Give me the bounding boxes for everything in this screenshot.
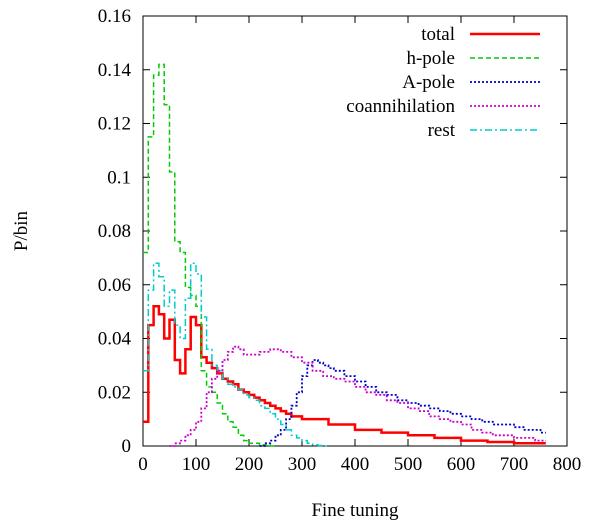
x-tick-label-2: 200	[235, 454, 264, 475]
y-tick-label-4: 0.08	[98, 221, 131, 242]
series-coannihilation-line	[169, 345, 546, 447]
legend-label-h-pole: h-pole	[406, 48, 455, 69]
x-tick-label-7: 700	[500, 454, 529, 475]
legend: total h-pole A-pole coannihilation rest	[346, 24, 540, 141]
x-tick-label-0: 0	[138, 454, 148, 475]
x-tick-label-5: 500	[394, 454, 423, 475]
x-tick-label-3: 300	[288, 454, 317, 475]
legend-label-coannihilation: coannihilation	[346, 96, 455, 117]
series-h-pole-line	[143, 63, 276, 447]
series-total-line	[143, 305, 546, 445]
y-tick-label-8: 0.16	[98, 6, 131, 27]
axis-ticks	[142, 15, 568, 447]
x-tick-label-6: 600	[447, 454, 476, 475]
y-tick-label-5: 0.1	[107, 167, 131, 188]
y-tick-label-1: 0.02	[98, 382, 131, 403]
axis-tick-labels: 0 100 200 300 400 500 600 700 800 0 0.02 0.04 0.06 0.…	[98, 6, 582, 475]
y-tick-label-3: 0.06	[98, 275, 131, 296]
y-tick-label-6: 0.12	[98, 114, 131, 135]
x-tick-label-8: 800	[553, 454, 582, 475]
series-rest-line	[143, 262, 329, 447]
x-tick-label-4: 400	[341, 454, 370, 475]
y-tick-label-0: 0	[122, 436, 132, 457]
y-axis-label: P/bin	[11, 210, 32, 251]
x-axis-label: Fine tuning	[311, 500, 399, 521]
y-tick-label-7: 0.14	[98, 60, 132, 81]
legend-label-rest: rest	[428, 120, 456, 141]
y-tick-label-2: 0.04	[98, 329, 132, 350]
legend-label-total: total	[421, 24, 455, 45]
series-lines	[143, 63, 546, 447]
x-tick-label-1: 100	[182, 454, 211, 475]
legend-label-A-pole: A-pole	[402, 72, 455, 93]
series-A-pole-line	[259, 359, 546, 447]
